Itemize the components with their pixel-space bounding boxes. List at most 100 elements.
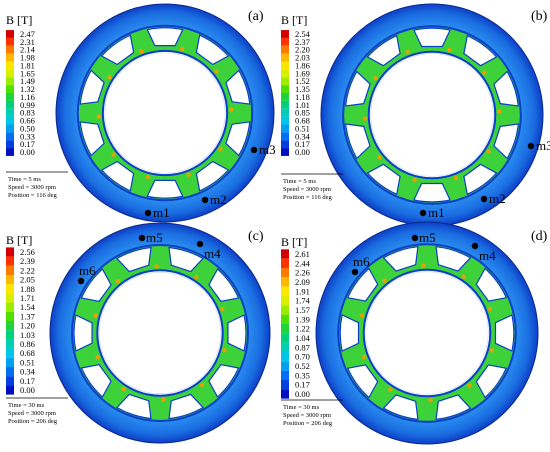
panel-label: (d) [531,229,548,244]
saturation-hotspot [214,69,219,74]
saturation-hotspot [154,264,159,269]
legend-value: 0.00 [20,385,35,395]
saturation-hotspot [467,383,472,388]
marker-label: m1 [428,205,445,220]
color-legend: B [T]2.562.392.222.051.881.711.541.371.2… [6,233,36,395]
legend-value: 1.74 [295,296,311,306]
slot [79,69,105,105]
slot [73,314,93,352]
legend-swatch [281,389,289,399]
legend-swatch [6,148,14,156]
info-time: Time = 5 ms [283,178,316,185]
saturation-hotspot [179,46,185,52]
legend-value: 1.18 [295,92,310,102]
slot [168,246,204,273]
legend-value: 1.32 [20,84,35,94]
legend-value: 2.22 [20,265,35,275]
marker-label: m2 [489,191,506,206]
legend-swatch [6,265,14,275]
stator-cross-section [55,3,275,223]
panel-label: (a) [248,9,264,24]
legend-swatch [281,61,289,70]
legend-swatch [281,380,289,390]
saturation-hotspot [496,109,502,114]
legend-value: 2.44 [295,258,311,268]
legend-title: B [T] [281,235,307,249]
saturation-hotspot [228,107,234,112]
slot [79,121,105,157]
saturation-hotspot [447,47,452,53]
stator-cross-section [49,222,271,444]
info-position: Position = 206 deg [283,420,333,427]
marker-label: m2 [210,192,227,207]
legend-value: 0.99 [20,100,35,110]
slot [80,268,112,303]
legend-swatch [6,321,14,331]
slot [225,69,251,105]
legend-swatch [281,314,289,324]
legend-value: 0.17 [20,139,35,149]
legend-value: 1.35 [295,84,310,94]
legend-swatch [281,53,289,62]
legend-swatch [6,53,14,62]
legend-swatch [281,93,289,101]
slot [366,163,401,196]
slot [493,70,520,107]
legend-value: 1.98 [20,53,35,63]
legend-value: 2.47 [20,29,35,39]
legend-swatch [281,45,289,54]
slot [366,34,401,67]
legend-swatch [281,124,289,133]
panel-label: (b) [531,9,548,24]
info-speed: Speed = 3000 rpm [8,410,56,417]
saturation-hotspot [421,263,426,269]
legend-value: 0.17 [20,376,35,386]
legend-value: 0.86 [20,339,35,349]
legend-value: 1.54 [20,302,36,312]
slot [339,314,360,352]
legend-value: 1.91 [295,286,310,296]
slot [494,314,515,352]
saturation-hotspot [388,387,393,392]
slot [100,34,135,66]
slot [346,364,379,399]
saturation-hotspot [377,155,382,160]
saturation-hotspot [482,70,487,75]
info-time: Time = 30 ms [283,404,320,411]
info-position: Position = 116 deg [283,194,332,201]
legend-swatch [6,30,14,38]
slot [435,245,472,272]
legend-swatch [6,85,14,93]
legend-swatch [6,93,14,101]
marker-label: m4 [479,248,496,263]
legend-value: 1.20 [20,321,35,331]
legend-value: 2.05 [20,275,35,285]
rotor-bore [367,50,497,180]
legend-swatch [281,100,289,109]
legend-swatch [6,61,14,70]
saturation-hotspot [428,397,433,403]
panel-label: (c) [248,229,264,244]
legend-swatch [281,305,289,315]
legend-value: 0.33 [20,131,35,141]
saturation-hotspot [373,76,378,81]
saturation-hotspot [199,382,205,388]
legend-value: 0.34 [20,367,36,377]
marker-dot [411,234,419,242]
marker-dot [138,234,146,242]
marker-dot [471,242,479,250]
rotor-bore [101,49,229,177]
legend-value: 0.34 [295,131,311,141]
legend-swatch [6,293,14,303]
slot [463,34,498,67]
marker-label: m3 [259,142,276,157]
legend-value: 0.17 [295,380,310,390]
panel-a: B [T] 2.472.312.141.981.811.651.491.321.1… [6,3,276,223]
saturation-hotspot [96,114,102,119]
legend-value: 0.51 [295,123,310,133]
info-position: Position = 206 deg [8,418,58,425]
saturation-hotspot [362,116,368,121]
